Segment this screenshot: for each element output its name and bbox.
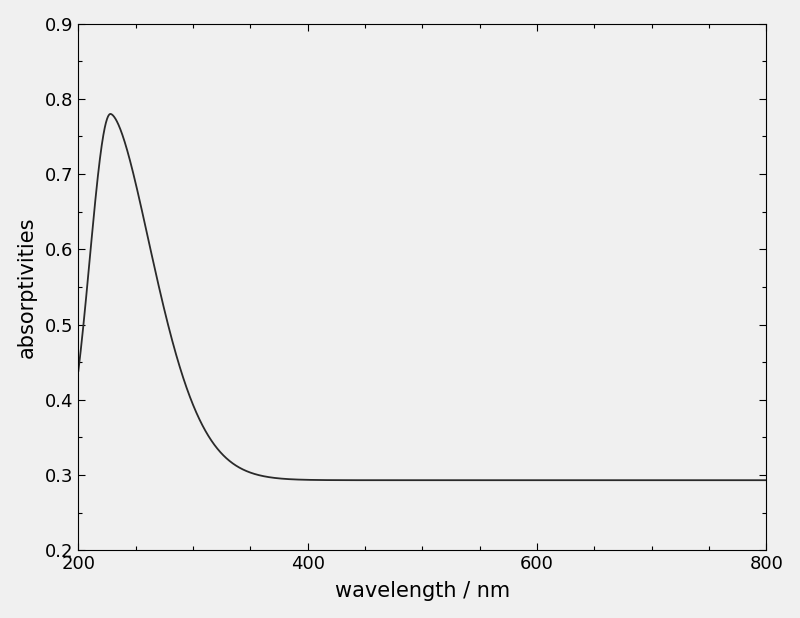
X-axis label: wavelength / nm: wavelength / nm (335, 582, 510, 601)
Y-axis label: absorptivities: absorptivities (17, 216, 37, 358)
